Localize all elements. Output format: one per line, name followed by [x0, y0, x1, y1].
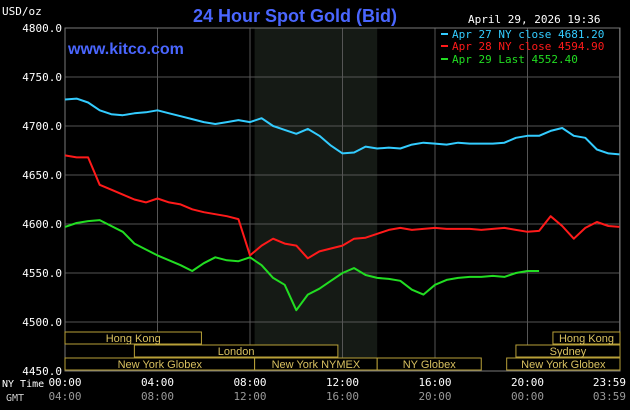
session-segment: Hong Kong	[64, 331, 202, 345]
legend-entry: Apr 28 NY close 4594.90	[441, 40, 604, 53]
legend: Apr 27 NY close 4681.20 Apr 28 NY close …	[441, 28, 604, 66]
y-tick-label: 4800.0	[22, 22, 62, 35]
session-segment: London	[133, 344, 339, 358]
gmt-row-label: GMT	[6, 393, 24, 404]
session-label: Hong Kong	[106, 333, 161, 345]
session-label: Hong Kong	[559, 333, 614, 345]
chart-title: 24 Hour Spot Gold (Bid)	[193, 6, 397, 26]
session-segment: NY Globex	[376, 357, 482, 371]
session-box	[552, 331, 621, 345]
x-tick-label-ny: 08:00	[233, 376, 266, 389]
website-label: www.kitco.com	[67, 41, 184, 58]
session-box	[515, 344, 621, 358]
x-tick-label-ny: 04:00	[141, 376, 174, 389]
y-tick-label: 4500.0	[22, 316, 62, 329]
session-segment: New York Globex	[506, 357, 621, 371]
legend-label: Apr 27 NY close 4681.20	[452, 28, 604, 41]
x-tick-label-gmt: 16:00	[326, 390, 359, 403]
session-label: Sydney	[550, 346, 587, 358]
x-tick-label-ny: 20:00	[511, 376, 544, 389]
x-tick-label-gmt: 08:00	[141, 390, 174, 403]
y-tick-label: 4550.0	[22, 267, 62, 280]
session-segment: Hong Kong	[552, 331, 621, 345]
unit-label: USD/oz	[2, 5, 42, 18]
legend-label: Apr 28 NY close 4594.90	[452, 40, 604, 53]
session-label: New York NYMEX	[272, 359, 361, 371]
nymex-session-highlight	[254, 28, 378, 371]
x-tick-label-gmt: 00:00	[511, 390, 544, 403]
session-box	[133, 344, 339, 358]
x-tick-label-ny: 23:59	[593, 376, 626, 389]
legend-label: Apr 29 Last 4552.40	[452, 53, 578, 66]
session-box	[64, 331, 202, 345]
legend-entry: Apr 29 Last 4552.40	[441, 53, 578, 66]
y-tick-label: 4450.0	[22, 365, 62, 378]
x-axis-ticks: 00:0004:0004:0008:0008:0012:0012:0016:00…	[48, 376, 626, 403]
session-label: London	[218, 346, 255, 358]
x-tick-label-gmt: 12:00	[233, 390, 266, 403]
x-tick-label-gmt: 04:00	[48, 390, 81, 403]
series-line	[64, 154, 620, 260]
session-label: New York Globex	[118, 359, 203, 371]
y-axis-ticks: 4800.0 4750.0 4700.0 4650.0 4600.0 4550.0 4500…	[22, 22, 62, 378]
y-tick-label: 4650.0	[22, 169, 62, 182]
session-box	[376, 357, 482, 371]
y-tick-label: 4700.0	[22, 120, 62, 133]
date-stamp: April 29, 2026 19:36	[468, 13, 600, 26]
session-segment: Sydney	[515, 344, 621, 358]
x-tick-label-ny: 16:00	[418, 376, 451, 389]
y-tick-label: 4750.0	[22, 71, 62, 84]
x-tick-label-gmt: 20:00	[418, 390, 451, 403]
session-label: New York Globex	[521, 359, 606, 371]
x-tick-label-ny: 00:00	[48, 376, 81, 389]
y-tick-label: 4600.0	[22, 218, 62, 231]
session-segment: New York Globex	[64, 357, 256, 371]
x-tick-label-gmt: 03:59	[593, 390, 626, 403]
legend-entry: Apr 27 NY close 4681.20	[441, 28, 604, 41]
series-lines	[64, 97, 620, 312]
series-line	[64, 97, 620, 156]
session-segment: New York NYMEX	[254, 357, 378, 371]
session-label: NY Globex	[403, 359, 456, 371]
series-line	[64, 219, 540, 312]
plot-border	[64, 27, 621, 372]
ny-time-row-label: NY Time	[2, 379, 44, 390]
session-box	[506, 357, 621, 371]
x-tick-label-ny: 12:00	[326, 376, 359, 389]
